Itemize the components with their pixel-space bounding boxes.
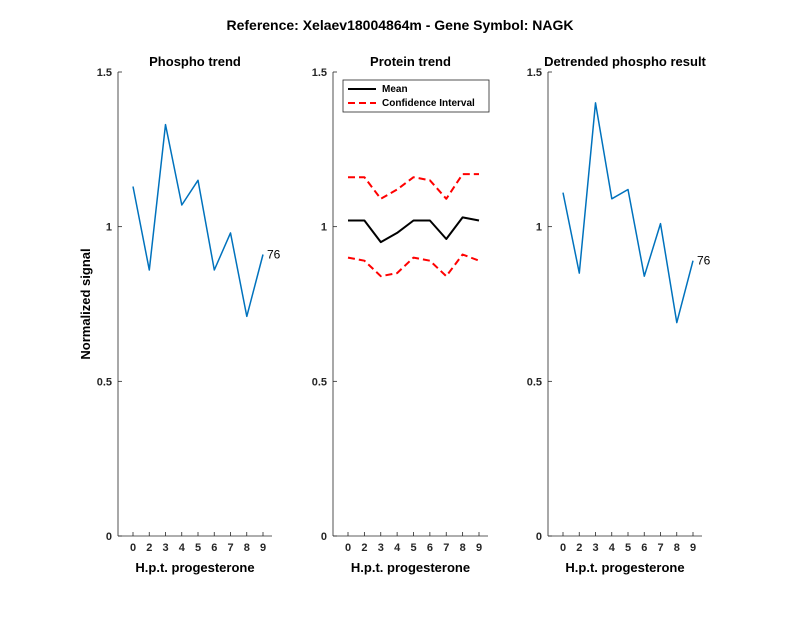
phospho-trend-x-tick-label: 8 — [244, 542, 250, 554]
detrended-phospho-xlabel: H.p.t. progesterone — [565, 560, 684, 575]
phospho-trend-x-tick-label: 6 — [211, 542, 217, 554]
protein-trend-x-tick-label: 7 — [443, 542, 449, 554]
legend-mean-label: Mean — [382, 84, 408, 95]
protein-trend-xlabel: H.p.t. progesterone — [351, 560, 470, 575]
protein-trend-legend: Mean Confidence Interval — [342, 79, 490, 113]
phospho-trend-series-line — [132, 123, 264, 318]
detrended-phospho-x-tick-label: 3 — [592, 542, 598, 554]
protein-trend-mean-line — [348, 216, 480, 244]
detrended-phospho-x-tick-label: 0 — [560, 542, 566, 554]
phospho-trend-x-tick-label: 5 — [195, 542, 201, 554]
detrended-phospho-title: Detrended phospho result — [544, 54, 706, 69]
detrended-phospho-x-tick-label: 5 — [625, 542, 631, 554]
phospho-trend-end-label: 76 — [267, 248, 281, 262]
detrended-phospho-y-tick-label: 0.5 — [527, 376, 542, 388]
detrended-phospho-panel: Detrended phospho result H.p.t. progeste… — [527, 54, 711, 575]
detrended-phospho-y-tick-label: 1 — [536, 222, 542, 234]
detrended-phospho-end-label: 76 — [697, 254, 711, 268]
phospho-trend-x-tick-label: 4 — [179, 542, 186, 554]
detrended-phospho-x-tick-label: 9 — [690, 542, 696, 554]
detrended-phospho-x-tick-label: 2 — [576, 542, 582, 554]
protein-trend-y-tick-label: 0 — [321, 531, 327, 543]
legend-box — [342, 79, 490, 113]
detrended-phospho-x-tick-label: 6 — [641, 542, 647, 554]
protein-trend-x-tick-label: 4 — [394, 542, 401, 554]
phospho-trend-ylabel: Normalized signal — [78, 248, 93, 359]
phospho-trend-xlabel: H.p.t. progesterone — [135, 560, 254, 575]
protein-trend-ci-upper-line — [348, 173, 479, 200]
detrended-phospho-x-tick-label: 4 — [609, 542, 616, 554]
phospho-trend-title: Phospho trend — [149, 54, 241, 69]
protein-trend-title: Protein trend — [370, 54, 451, 69]
phospho-trend-panel: Phospho trend H.p.t. progesterone Normal… — [78, 54, 281, 575]
phospho-trend-y-tick-label: 1 — [106, 222, 112, 234]
phospho-trend-x-tick-label: 9 — [260, 542, 266, 554]
protein-trend-x-tick-label: 6 — [427, 542, 433, 554]
protein-trend-x-tick-label: 3 — [378, 542, 384, 554]
detrended-phospho-x-tick-label: 8 — [674, 542, 680, 554]
protein-trend-x-tick-label: 9 — [476, 542, 482, 554]
legend-ci-label: Confidence Interval — [382, 98, 475, 109]
protein-trend-y-tick-label: 1.5 — [312, 67, 327, 79]
protein-trend-x-tick-label: 5 — [410, 542, 416, 554]
protein-trend-y-tick-label: 1 — [321, 222, 327, 234]
phospho-trend-x-tick-label: 0 — [130, 542, 136, 554]
detrended-phospho-series-line — [562, 102, 694, 324]
detrended-phospho-y-tick-label: 0 — [536, 531, 542, 543]
phospho-trend-y-tick-label: 1.5 — [97, 67, 112, 79]
figure-title: Reference: Xelaev18004864m - Gene Symbol… — [226, 17, 573, 33]
phospho-trend-y-tick-label: 0 — [106, 531, 112, 543]
phospho-trend-x-tick-label: 3 — [162, 542, 168, 554]
protein-trend-x-tick-label: 2 — [361, 542, 367, 554]
detrended-phospho-x-tick-label: 7 — [657, 542, 663, 554]
detrended-phospho-y-tick-label: 1.5 — [527, 67, 542, 79]
protein-trend-ci-lower-line — [347, 253, 480, 278]
protein-trend-x-tick-label: 0 — [345, 542, 351, 554]
phospho-trend-x-tick-label: 2 — [146, 542, 152, 554]
phospho-trend-y-tick-label: 0.5 — [97, 376, 112, 388]
protein-trend-y-tick-label: 0.5 — [312, 376, 327, 388]
phospho-trend-x-tick-label: 7 — [227, 542, 233, 554]
protein-trend-x-tick-label: 8 — [460, 542, 466, 554]
protein-trend-panel: Protein trend H.p.t. progesterone Mean C… — [312, 54, 490, 575]
